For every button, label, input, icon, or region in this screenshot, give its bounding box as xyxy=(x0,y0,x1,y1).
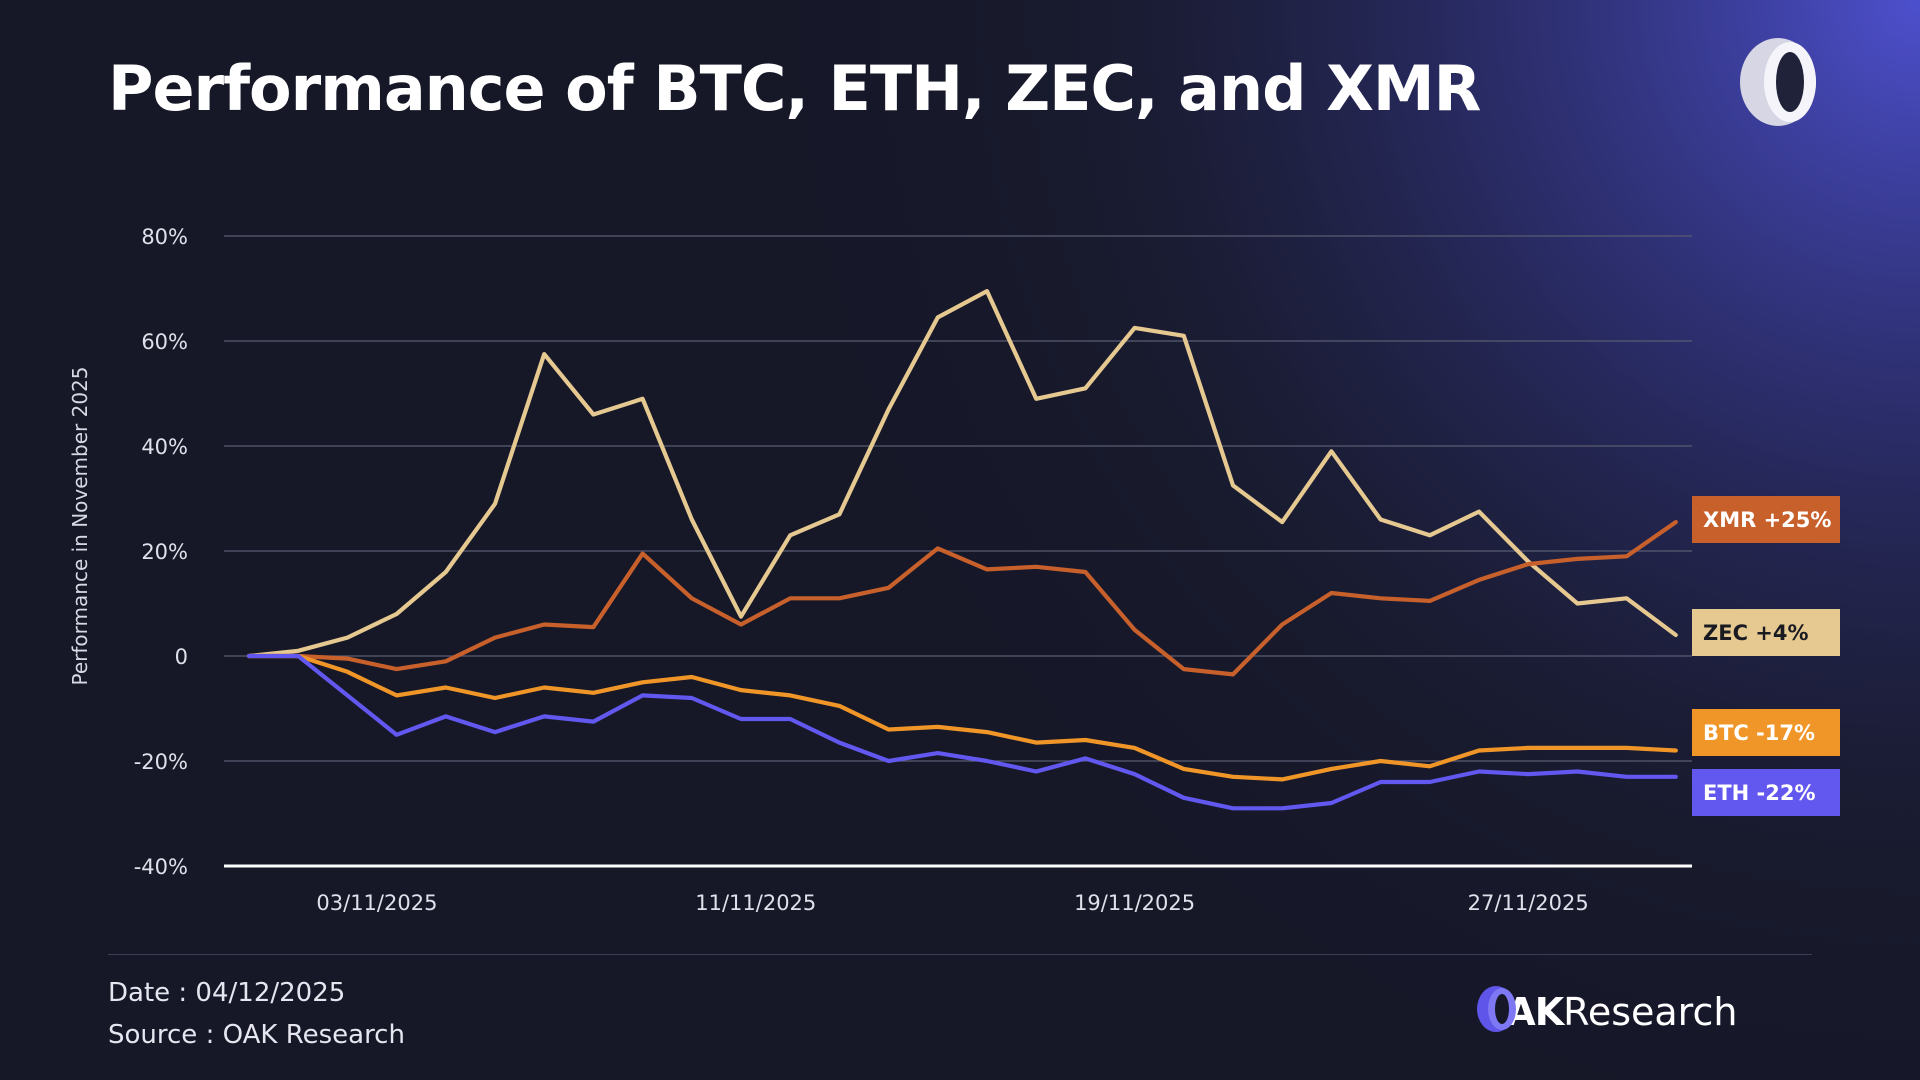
end-label-eth: ETH -22% xyxy=(1692,769,1840,816)
series-line-eth xyxy=(246,653,1678,811)
x-axis: 03/11/2025 11/11/2025 19/11/2025 27/11/2025 xyxy=(316,891,1588,915)
footer-divider xyxy=(108,954,1812,955)
y-tick-label: 0 xyxy=(175,645,188,669)
y-axis: 80% 60% 40% 20% 0 -20% -40% xyxy=(134,225,188,879)
end-label-text: ETH -22% xyxy=(1703,781,1816,805)
footer-date: Date : 04/12/2025 xyxy=(108,978,346,1008)
end-label-text: ZEC +4% xyxy=(1703,621,1809,645)
y-axis-label: Performance in November 2025 xyxy=(68,367,92,686)
page-title: Performance of BTC, ETH, ZEC, and XMR xyxy=(108,52,1481,125)
brand-name-part2: Research xyxy=(1563,990,1738,1034)
y-tick-label: 20% xyxy=(141,540,188,564)
x-tick-label: 11/11/2025 xyxy=(695,891,816,915)
end-label-zec: ZEC +4% xyxy=(1692,609,1840,656)
y-tick-label: -20% xyxy=(134,750,188,774)
end-label-box xyxy=(1692,769,1840,816)
x-tick-label: 27/11/2025 xyxy=(1468,891,1589,915)
y-tick-label: 60% xyxy=(141,330,188,354)
brand-logo: OAKResearch xyxy=(1476,984,1737,1040)
y-tick-label: -40% xyxy=(134,855,188,879)
series-line-btc xyxy=(246,653,1678,782)
end-label-box xyxy=(1692,496,1840,543)
series-line-xmr xyxy=(246,519,1678,677)
series-line-zec xyxy=(246,289,1678,659)
end-label-box xyxy=(1692,609,1840,656)
y-tick-label: 80% xyxy=(141,225,188,249)
series-end-labels: ZEC +4% XMR +25% BTC -17% ETH -22% xyxy=(1692,496,1840,816)
x-tick-label: 19/11/2025 xyxy=(1074,891,1195,915)
series-lines xyxy=(246,289,1678,811)
end-label-text: XMR +25% xyxy=(1703,508,1831,532)
end-label-text: BTC -17% xyxy=(1703,721,1815,745)
footer-source: Source : OAK Research xyxy=(108,1020,405,1050)
x-tick-label: 03/11/2025 xyxy=(316,891,437,915)
y-tick-label: 40% xyxy=(141,435,188,459)
end-label-xmr: XMR +25% xyxy=(1692,496,1840,543)
end-label-box xyxy=(1692,709,1840,756)
gridlines xyxy=(224,235,1692,868)
end-label-btc: BTC -17% xyxy=(1692,709,1840,756)
oak-brand-icon xyxy=(1477,986,1516,1032)
